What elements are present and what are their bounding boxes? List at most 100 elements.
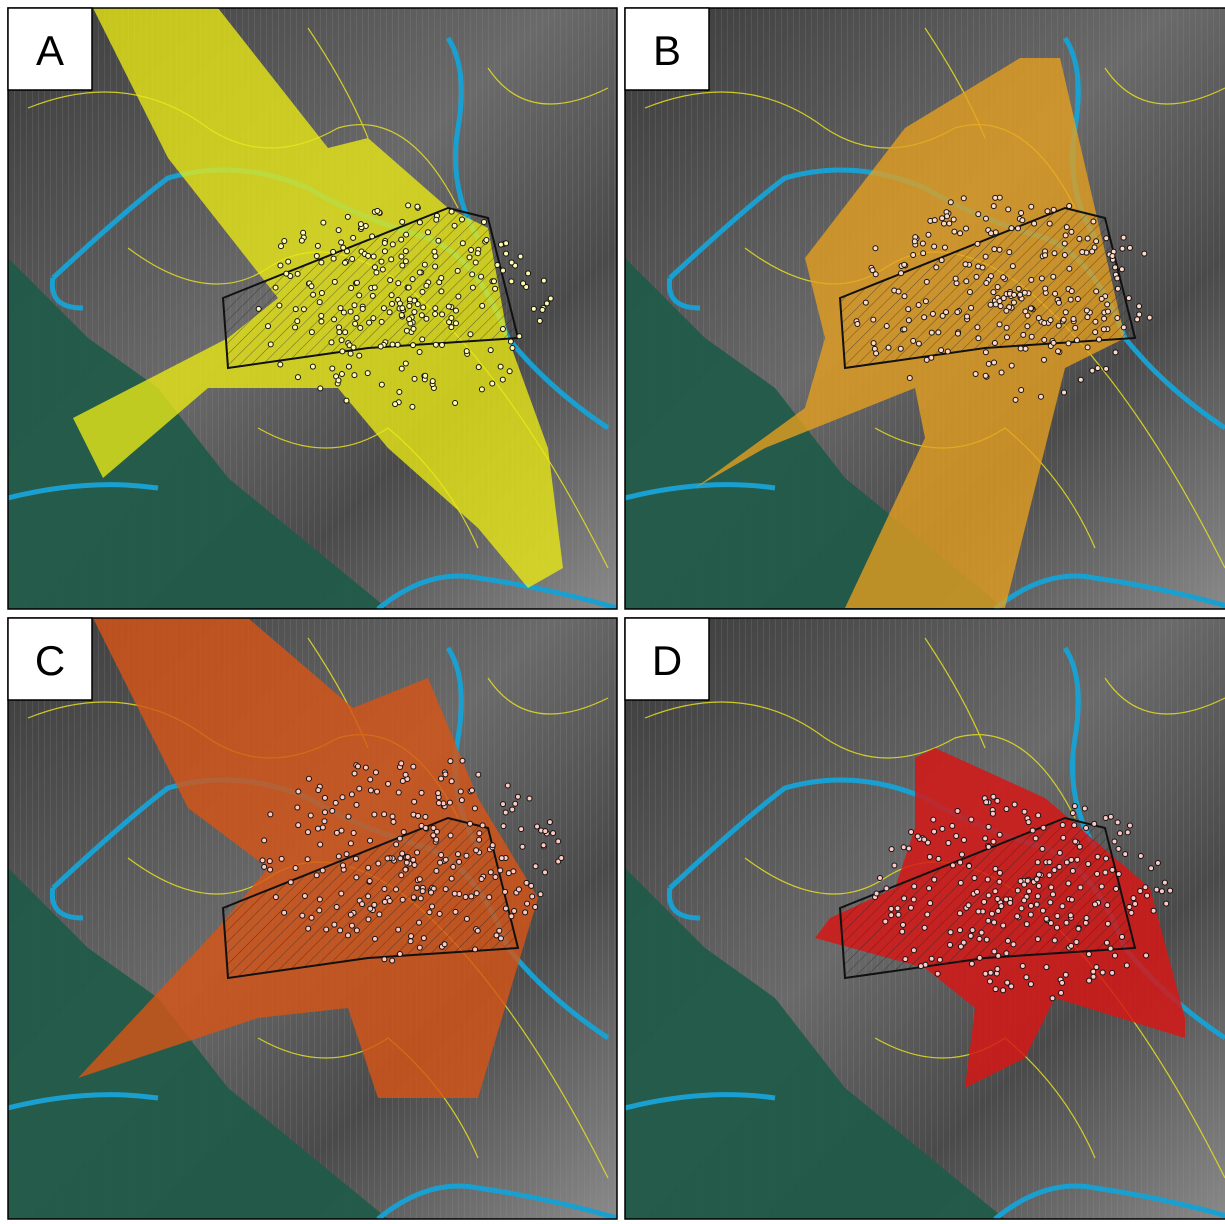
location-point (1067, 203, 1072, 208)
location-point (1015, 914, 1020, 919)
location-point (1009, 226, 1014, 231)
location-point (990, 811, 995, 816)
location-point (983, 254, 988, 259)
location-point (1052, 938, 1057, 943)
location-point (305, 857, 310, 862)
location-point (452, 891, 457, 896)
location-point (430, 379, 435, 384)
location-point (1064, 225, 1069, 230)
location-point (278, 263, 283, 268)
location-point (415, 850, 420, 855)
location-point (920, 241, 925, 246)
location-point (1066, 881, 1071, 886)
panel-label: D (652, 637, 682, 684)
location-point (931, 817, 936, 822)
location-point (430, 904, 435, 909)
location-point (358, 325, 363, 330)
location-point (407, 317, 412, 322)
location-point (438, 860, 443, 865)
location-point (301, 307, 306, 312)
location-point (992, 949, 997, 954)
location-point (388, 278, 393, 283)
location-point (924, 279, 929, 284)
location-point (395, 342, 400, 347)
location-point (948, 200, 953, 205)
location-point (317, 300, 322, 305)
location-point (551, 831, 556, 836)
location-point (523, 910, 528, 915)
location-point (986, 824, 991, 829)
location-point (1039, 276, 1044, 281)
location-point (1123, 852, 1128, 857)
location-point (1004, 308, 1009, 313)
location-point (1078, 377, 1083, 382)
location-point (997, 832, 1002, 837)
location-point (345, 214, 350, 219)
location-point (1100, 970, 1105, 975)
location-point (1051, 207, 1056, 212)
location-point (385, 856, 390, 861)
location-point (929, 956, 934, 961)
location-point (504, 241, 509, 246)
location-point (336, 228, 341, 233)
location-point (1159, 889, 1164, 894)
location-point (993, 889, 998, 894)
location-point (277, 303, 282, 308)
location-point (398, 856, 403, 861)
location-point (433, 342, 438, 347)
location-point (1113, 265, 1118, 270)
location-point (526, 271, 531, 276)
location-point (432, 249, 437, 254)
location-point (397, 301, 402, 306)
location-point (453, 308, 458, 313)
location-point (1142, 251, 1147, 256)
location-point (332, 279, 337, 284)
location-point (969, 817, 974, 822)
location-point (976, 909, 981, 914)
location-point (1068, 297, 1073, 302)
location-point (883, 919, 888, 924)
location-point (973, 372, 978, 377)
location-point (899, 271, 904, 276)
location-point (448, 833, 453, 838)
location-point (991, 290, 996, 295)
location-point (427, 910, 432, 915)
location-point (284, 271, 289, 276)
location-point (510, 345, 515, 350)
location-point (442, 942, 447, 947)
location-point (1061, 317, 1066, 322)
location-point (1047, 873, 1052, 878)
location-point (886, 345, 891, 350)
location-point (1020, 964, 1025, 969)
location-point (452, 223, 457, 228)
location-point (302, 893, 307, 898)
location-point (403, 259, 408, 264)
location-point (504, 251, 509, 256)
location-point (901, 845, 906, 850)
location-point (1027, 889, 1032, 894)
location-point (314, 873, 319, 878)
location-point (368, 777, 373, 782)
location-point (324, 927, 329, 932)
location-point (538, 892, 543, 897)
location-point (509, 914, 514, 919)
location-point (339, 240, 344, 245)
location-point (974, 274, 979, 279)
location-point (911, 897, 916, 902)
location-point (371, 316, 376, 321)
location-point (988, 970, 993, 975)
location-point (1001, 275, 1006, 280)
location-point (262, 864, 267, 869)
location-point (916, 341, 921, 346)
location-point (340, 863, 345, 868)
location-point (505, 783, 510, 788)
location-point (443, 887, 448, 892)
location-point (1005, 938, 1010, 943)
location-point (397, 836, 402, 841)
location-point (1090, 249, 1095, 254)
location-point (1056, 300, 1061, 305)
location-point (399, 254, 404, 259)
location-point (403, 361, 408, 366)
location-point (1015, 888, 1020, 893)
location-point (1113, 350, 1118, 355)
